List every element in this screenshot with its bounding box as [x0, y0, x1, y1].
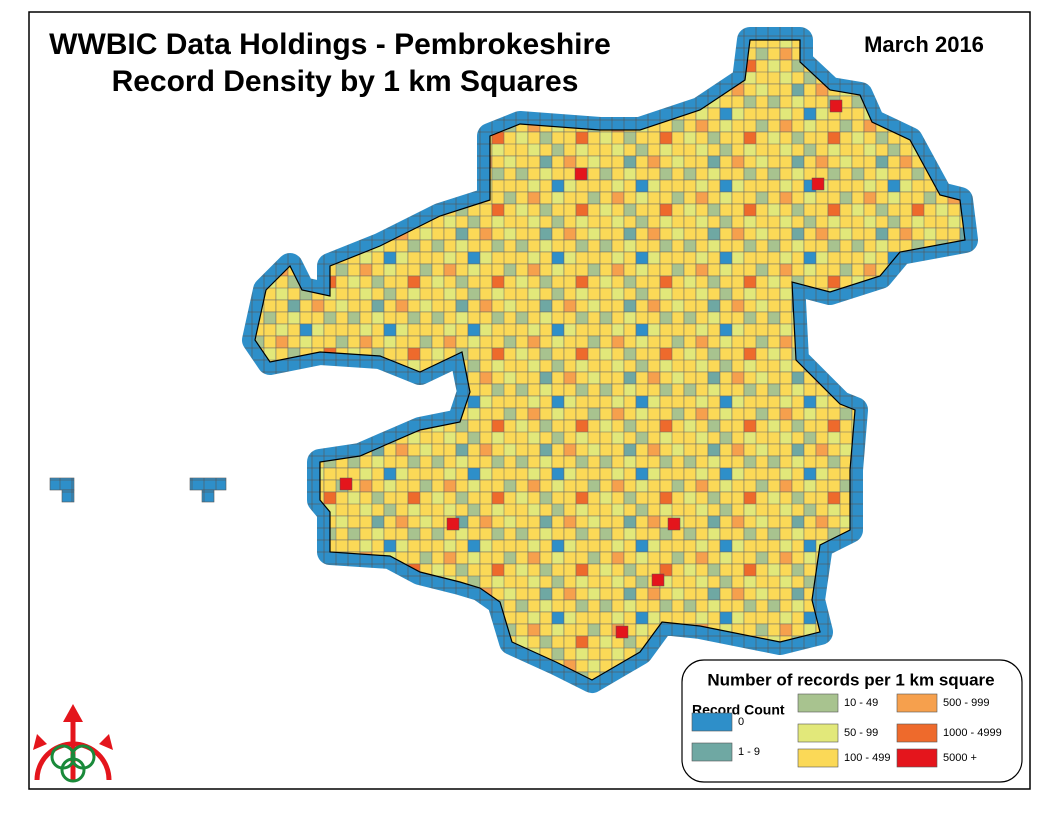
date: March 2016 — [864, 32, 984, 57]
wwbic-logo — [33, 704, 113, 783]
legend-swatch — [797, 748, 839, 768]
island-squares — [49, 477, 75, 491]
island-squares — [189, 477, 227, 491]
legend-label: 500 - 999 — [943, 697, 989, 709]
legend-label: 1 - 9 — [738, 746, 760, 758]
density-squares — [254, 39, 966, 681]
hotspot-square — [339, 477, 353, 491]
hotspot-square — [667, 517, 681, 531]
legend-swatch — [896, 748, 938, 768]
hotspot-square — [811, 177, 825, 191]
legend-label: 5000 + — [943, 752, 977, 764]
title-line-1: WWBIC Data Holdings - Pembrokeshire — [49, 28, 611, 61]
island-squares — [61, 489, 75, 503]
title-line-2: Record Density by 1 km Squares — [112, 65, 579, 98]
legend-label: 10 - 49 — [844, 697, 878, 709]
county-map — [49, 27, 978, 693]
legend-swatch — [797, 723, 839, 743]
legend-swatch — [797, 693, 839, 713]
legend-swatch — [896, 693, 938, 713]
legend-label: 0 — [738, 716, 744, 728]
legend-swatch — [896, 723, 938, 743]
hotspot-square — [615, 625, 629, 639]
legend-swatch — [691, 712, 733, 732]
legend-title: Number of records per 1 km square — [707, 670, 994, 689]
legend-swatch — [691, 742, 733, 762]
hotspot-square — [574, 167, 588, 181]
legend-label: 1000 - 4999 — [943, 727, 1002, 739]
hotspot-square — [829, 99, 843, 113]
hotspot-square — [651, 573, 665, 587]
legend-label: 100 - 499 — [844, 752, 890, 764]
island-squares — [201, 489, 215, 503]
hotspot-square — [446, 517, 460, 531]
legend-items: 0 1 - 9 10 - 49 50 - 99 100 - 499 500 - 999 10… — [691, 693, 1002, 768]
legend-label: 50 - 99 — [844, 727, 878, 739]
